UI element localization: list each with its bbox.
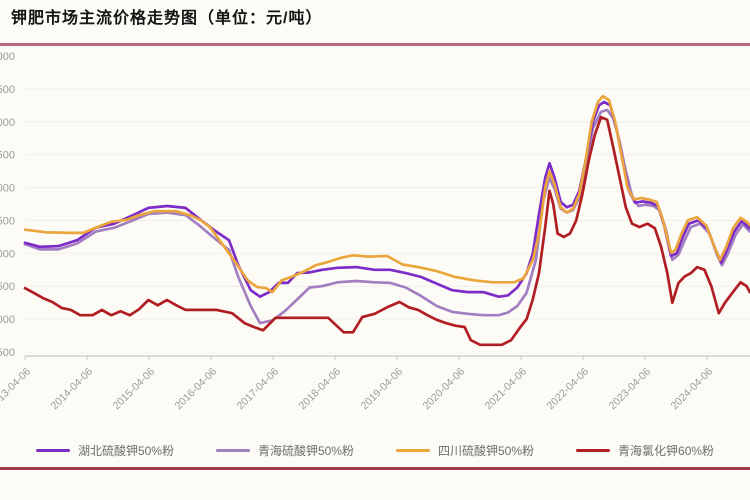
x-tick-label: 2021-04-06 xyxy=(483,366,530,413)
y-tick-label: 4000 xyxy=(0,183,15,195)
legend-line-swatch xyxy=(35,448,70,453)
y-tick-label: 2500 xyxy=(0,281,15,293)
legend-label: 四川硫酸钾50%粉 xyxy=(438,444,535,458)
y-tick-label: 5000 xyxy=(0,117,15,129)
x-tick-label: 2019-04-06 xyxy=(359,366,406,413)
legend-label: 湖北硫酸钾50%粉 xyxy=(77,444,174,458)
chart-title: ：钾肥市场主流价格走势图（单位：元/吨） xyxy=(0,10,323,27)
chart-canvas: 2013-04-06 2014-04-06 2015-04-06 2016-04-06… xyxy=(0,51,750,413)
legend-item-2[interactable]: 四川硫酸钾50%粉 xyxy=(396,442,534,459)
x-tick-label: 2018-04-06 xyxy=(297,366,344,413)
x-tick-label: 2016-04-06 xyxy=(173,366,220,413)
legend-label: 青海氯化钾60%粉 xyxy=(618,444,715,458)
legend-item-3[interactable]: 青海氯化钾60%粉 xyxy=(576,442,714,459)
x-tick-label: 2020-04-06 xyxy=(421,366,468,413)
legend-label: 青海硫酸钾50%粉 xyxy=(257,444,354,458)
bottom-divider-line xyxy=(0,467,750,470)
legend-line-swatch xyxy=(576,448,611,453)
y-tick-label: 2000 xyxy=(0,314,15,326)
legend-line-swatch xyxy=(215,448,250,453)
top-divider-line xyxy=(0,43,750,46)
y-tick-label: 5500 xyxy=(0,84,15,96)
y-tick-label: 4500 xyxy=(0,150,15,162)
y-tick-label: 3000 xyxy=(0,248,15,260)
series-line-四川硫酸钾50%粉 xyxy=(23,94,750,294)
x-tick-label: 2015-04-06 xyxy=(111,366,158,413)
legend-item-1[interactable]: 青海硫酸钾50%粉 xyxy=(215,442,354,459)
y-tick-label: 1500 xyxy=(0,347,15,359)
x-tick-label: 2022-04-06 xyxy=(545,366,592,413)
x-tick-label: 2013-04-06 xyxy=(0,366,33,413)
y-tick-label: 3500 xyxy=(0,215,15,227)
x-tick-label: 2014-04-06 xyxy=(49,366,96,413)
price-line-chart: 2013-04-06 2014-04-06 2015-04-06 2016-04-06… xyxy=(0,46,750,438)
x-tick-label: 2023-04-06 xyxy=(607,366,654,413)
chart-legend: 湖北硫酸钾50%粉 青海硫酸钾50%粉 四川硫酸钾50%粉 青海氯化钾60%粉 xyxy=(0,442,750,459)
legend-item-0[interactable]: 湖北硫酸钾50%粉 xyxy=(35,442,174,459)
x-tick-label: 2017-04-06 xyxy=(235,366,282,413)
x-tick-label: 2024-04-06 xyxy=(669,366,716,413)
series-line-青海氯化钾60%粉 xyxy=(23,115,750,347)
legend-line-swatch xyxy=(396,448,430,453)
